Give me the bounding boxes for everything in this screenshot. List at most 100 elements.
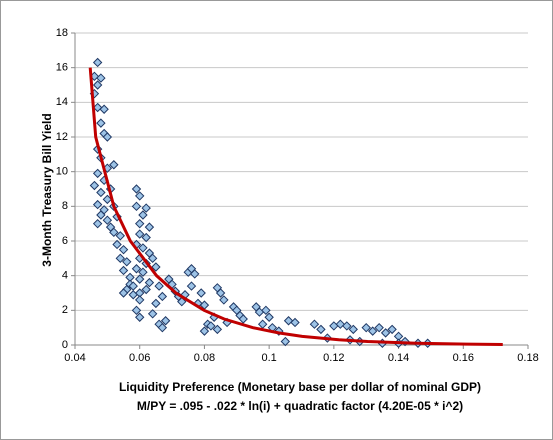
- scatter-point: [135, 312, 145, 322]
- scatter-point: [138, 243, 148, 253]
- scatter-point: [131, 305, 142, 316]
- scatter-point: [92, 168, 103, 179]
- x-axis-subtitle: M/PY = .095 - .022 * ln(i) + quadratic f…: [137, 399, 463, 413]
- y-tick-label: 6: [62, 235, 68, 247]
- scatter-point: [157, 322, 168, 333]
- scatter-point: [380, 328, 391, 338]
- scatter-point: [141, 203, 151, 213]
- y-tick-label: 18: [56, 27, 68, 39]
- x-tick-label: 0.08: [194, 352, 215, 364]
- y-tick-label: 8: [62, 200, 68, 212]
- x-tick-label: 0.04: [64, 352, 85, 364]
- scatter-point: [135, 274, 145, 284]
- scatter-point: [99, 104, 109, 114]
- x-tick-label: 0.14: [388, 352, 409, 364]
- x-axis-title: Liquidity Preference (Monetary base per …: [119, 380, 481, 394]
- scatter-point: [348, 324, 358, 335]
- scatter-point: [151, 298, 161, 309]
- scatter-point: [96, 73, 106, 83]
- scatter-point: [144, 277, 155, 288]
- scatter-point: [118, 265, 129, 276]
- scatter-point: [131, 264, 142, 274]
- scatter-point: [151, 262, 161, 272]
- scatter-point: [316, 324, 326, 335]
- scatter-point: [115, 253, 126, 264]
- scatter-point: [264, 312, 274, 322]
- scatter-point: [102, 194, 113, 205]
- scatter-point: [309, 319, 320, 329]
- scatter-point: [199, 326, 210, 336]
- scatter-point: [367, 326, 378, 336]
- scatter-point: [92, 218, 103, 229]
- scatter-point: [280, 336, 291, 347]
- scatter-point: [219, 295, 229, 305]
- y-tick-label: 10: [56, 166, 68, 178]
- scatter-point: [112, 239, 122, 250]
- scatter-point: [96, 210, 106, 220]
- scatter-point: [138, 267, 148, 277]
- scatter-point: [374, 322, 384, 333]
- scatter-point: [115, 231, 126, 241]
- scatter-point: [96, 187, 106, 198]
- scatter-point: [238, 314, 248, 324]
- scatter-point: [387, 324, 397, 335]
- scatter-point: [147, 253, 158, 264]
- scatter-point: [190, 269, 200, 279]
- y-tick-label: 16: [56, 62, 68, 74]
- scatter-point: [135, 229, 145, 239]
- scatter-point: [131, 201, 142, 212]
- scatter-point: [212, 324, 223, 335]
- scatter-point: [131, 184, 142, 194]
- scatter-point: [96, 118, 106, 128]
- scatter-point: [160, 316, 171, 326]
- y-tick-label: 2: [62, 304, 68, 316]
- scatter-point: [290, 317, 300, 328]
- scatter-point: [135, 295, 145, 305]
- scatter-point: [196, 288, 206, 298]
- scatter-point: [109, 227, 119, 238]
- scatter-point: [92, 199, 103, 210]
- scatter-point: [154, 281, 164, 291]
- scatter-point: [92, 102, 103, 113]
- y-tick-label: 4: [62, 270, 68, 282]
- scatter-point: [186, 281, 197, 291]
- scatter-point: [92, 57, 103, 68]
- scatter-point: [283, 316, 294, 326]
- scatter-point: [206, 321, 216, 331]
- x-tick-label: 0.06: [129, 352, 150, 364]
- scatter-point: [135, 191, 145, 201]
- scatter-point: [177, 296, 187, 307]
- scatter-point: [128, 281, 138, 291]
- x-tick-label: 0.1: [261, 352, 276, 364]
- scatter-point: [215, 288, 226, 298]
- y-tick-label: 14: [56, 96, 68, 108]
- scatter-point: [118, 244, 129, 255]
- x-tick-label: 0.12: [323, 352, 344, 364]
- y-tick-label: 0: [62, 339, 68, 351]
- scatter-point: [157, 291, 168, 302]
- scatter-point: [118, 288, 129, 298]
- scatter-point: [92, 80, 103, 90]
- scatter-point: [261, 305, 271, 316]
- scatter-point: [122, 257, 132, 267]
- scatter-point: [102, 215, 113, 225]
- y-tick-label: 12: [56, 131, 68, 143]
- scatter-point: [102, 132, 113, 142]
- x-tick-label: 0.18: [517, 352, 538, 364]
- scatter-point: [144, 222, 155, 232]
- scatter-point: [361, 322, 371, 333]
- x-tick-label: 0.16: [453, 352, 474, 364]
- scatter-point: [109, 160, 119, 170]
- scatter-point: [342, 321, 352, 331]
- y-axis-title: 3-Month Treasury Bill Yield: [40, 113, 54, 266]
- scatter-point: [89, 180, 100, 191]
- scatter-point: [141, 232, 151, 243]
- scatter-point: [147, 309, 158, 319]
- scatter-point: [138, 210, 148, 220]
- scatter-point: [141, 284, 151, 295]
- scatter-point: [335, 319, 346, 329]
- scatter-point: [135, 218, 145, 229]
